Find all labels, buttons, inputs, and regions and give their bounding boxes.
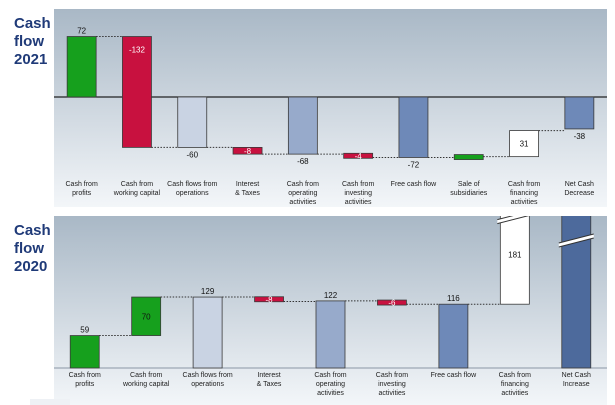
bar-5	[315, 300, 346, 369]
data-label: 59	[80, 326, 89, 335]
data-label: 129	[201, 287, 215, 296]
data-label: -6	[388, 299, 396, 308]
bar-8	[453, 154, 484, 160]
axis-break-line	[497, 216, 530, 225]
bar-2	[122, 36, 152, 148]
category-label: Sale of	[458, 181, 480, 188]
axis-break-line	[558, 237, 594, 248]
category-label: activities	[379, 390, 406, 397]
data-label: -38	[574, 132, 586, 141]
category-label: working capital	[113, 190, 161, 197]
category-label: financing	[501, 381, 529, 388]
category-label: profits	[72, 190, 92, 197]
data-label: -68	[297, 157, 309, 166]
data-label: -8	[244, 147, 252, 156]
category-label: & Taxes	[257, 381, 282, 388]
data-label: -132	[129, 46, 146, 55]
category-label: operating	[288, 190, 317, 197]
data-label: -72	[408, 160, 420, 169]
category-label: Net Cash	[562, 372, 591, 379]
axis-break-line	[497, 216, 514, 221]
bar-6	[343, 152, 374, 159]
category-label: Cash flows from	[167, 181, 217, 188]
category-label: Decrease	[564, 190, 594, 197]
category-label: Cash from	[376, 372, 408, 379]
category-label: Cash from	[287, 181, 319, 188]
category-label: Cash from	[69, 372, 101, 379]
bar-1	[69, 335, 100, 369]
category-label: Interest	[257, 372, 280, 379]
bar-7	[438, 303, 469, 369]
footer-strip	[30, 399, 70, 405]
category-label: Cash from	[314, 372, 346, 379]
data-label: 181	[508, 250, 522, 259]
category-label: activities	[317, 390, 344, 397]
category-label: Cash from	[66, 181, 98, 188]
category-label: Free cash flow	[391, 181, 437, 188]
title-line: flow	[14, 33, 44, 50]
cash-flow-2021-title: Cash flow 2021	[14, 15, 54, 69]
category-label: Cash flows from	[183, 372, 233, 379]
category-label: Cash from	[499, 372, 531, 379]
bar-6	[377, 299, 407, 306]
bar-4	[232, 146, 263, 155]
title-line: 2021	[14, 51, 48, 68]
bar-5	[287, 96, 318, 155]
category-label: Cash from	[121, 181, 153, 188]
bar-3	[177, 96, 208, 148]
bar-9	[509, 130, 539, 158]
title-line: Cash	[14, 222, 51, 239]
category-label: activities	[289, 199, 316, 206]
category-label: activities	[345, 199, 372, 206]
data-label: -4	[355, 152, 363, 161]
title-line: 2020	[14, 258, 48, 275]
data-label: 116	[447, 294, 460, 303]
bar-1	[66, 36, 97, 98]
data-label: 31	[520, 140, 529, 149]
category-label: profits	[75, 381, 95, 388]
category-label: investing	[344, 190, 372, 197]
data-label: 72	[77, 27, 86, 36]
data-label: -60	[186, 150, 198, 159]
category-label: activities	[511, 199, 538, 206]
category-label: Increase	[563, 381, 590, 388]
data-label: 70	[142, 312, 151, 321]
title-line: flow	[14, 240, 44, 257]
category-label: activities	[501, 390, 528, 397]
bar-2	[131, 296, 162, 336]
category-label: operations	[176, 190, 209, 197]
data-label: -8	[265, 295, 273, 304]
category-label: Cash from	[508, 181, 540, 188]
bar-8	[499, 216, 530, 305]
category-label: operations	[191, 381, 224, 388]
category-label: Free cash flow	[431, 372, 477, 379]
title-line: Cash	[14, 15, 51, 32]
category-label: operating	[316, 381, 345, 388]
axis-break-line	[558, 233, 594, 244]
category-label: subsidiaries	[450, 190, 487, 197]
category-label: Cash from	[130, 372, 162, 379]
cash-flow-2020-title: Cash flow 2020	[14, 222, 54, 276]
category-label: Net Cash	[565, 181, 594, 188]
bar-7	[398, 96, 429, 158]
bar-9	[561, 216, 592, 369]
waterfall-chart-2021: 72 -132 -60 -8 -68 -4 -72 31 -38 Cash from profits…	[54, 9, 607, 207]
category-label: Cash from	[342, 181, 374, 188]
category-label: Interest	[236, 181, 259, 188]
bar-3	[192, 296, 223, 369]
axis-break-mark	[558, 234, 594, 247]
bar-10	[564, 96, 595, 130]
data-label: 122	[324, 291, 338, 300]
bar-4	[254, 296, 284, 303]
category-label: & Taxes	[235, 190, 260, 197]
category-label: working capital	[122, 381, 170, 388]
category-label: financing	[510, 190, 538, 197]
category-label: investing	[378, 381, 406, 388]
